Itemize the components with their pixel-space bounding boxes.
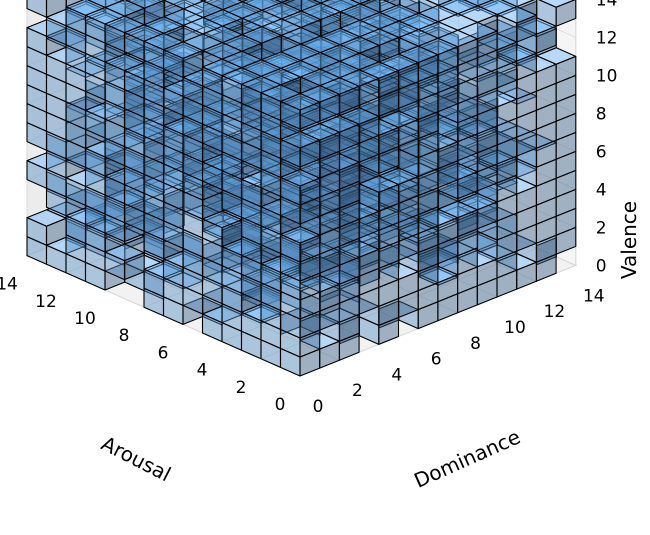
y-tick-label: 4: [391, 365, 402, 385]
voxel-group: [27, 0, 576, 376]
y-tick-label: 0: [313, 397, 324, 417]
x-tick-label: 2: [236, 378, 247, 398]
z-tick-label: 8: [596, 104, 607, 124]
y-tick-label: 14: [583, 286, 605, 306]
z-tick-label: 2: [596, 218, 607, 238]
y-tick-label: 12: [544, 302, 566, 322]
z-tick-label: 14: [596, 0, 618, 10]
z-tick-label: 4: [596, 180, 607, 200]
x-tick-label: 12: [35, 292, 57, 312]
x-tick-label: 14: [0, 275, 18, 295]
z-tick-label: 0: [596, 256, 607, 276]
x-tick-label: 0: [275, 395, 286, 415]
y-tick-label: 8: [470, 334, 481, 354]
y-tick-label: 6: [431, 350, 442, 370]
y-axis-label: Dominance: [410, 425, 524, 493]
z-tick-label: 6: [596, 142, 607, 162]
x-tick-label: 8: [119, 326, 130, 346]
x-tick-label: 10: [74, 309, 96, 329]
y-tick-label: 2: [352, 381, 363, 401]
z-tick-label: 10: [596, 66, 618, 86]
z-axis-label: Valence: [617, 201, 641, 279]
x-tick-label: 4: [197, 361, 208, 381]
x-axis-label: Arousal: [97, 431, 174, 486]
z-tick-label: 12: [596, 28, 618, 48]
x-tick-label: 6: [158, 343, 169, 363]
y-tick-label: 10: [504, 318, 526, 338]
